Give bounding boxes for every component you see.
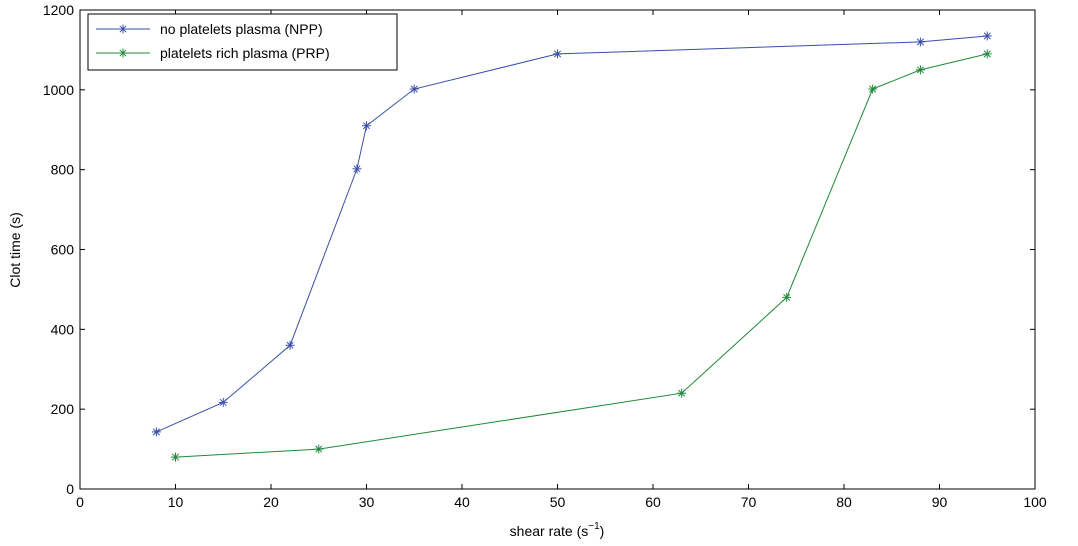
legend-label-0: no platelets plasma (NPP) [160, 21, 323, 37]
series-1-point [868, 84, 878, 94]
series-0-point [409, 84, 419, 94]
x-tick-label: 90 [932, 494, 948, 510]
series-1-point [782, 292, 792, 302]
series-1-point [677, 388, 687, 398]
series-0-point [352, 164, 362, 174]
series-1-point [915, 65, 925, 75]
series-layer [151, 31, 992, 462]
y-tick-label: 1000 [43, 82, 74, 98]
legend-label-1: platelets rich plasma (PRP) [160, 45, 330, 61]
x-tick-label: 10 [168, 494, 184, 510]
x-axis-label: shear rate (s−1) [510, 521, 605, 539]
legend-marker-1 [118, 48, 128, 58]
x-tick-label: 80 [836, 494, 852, 510]
plot-area [79, 9, 1036, 490]
series-0-point [362, 121, 371, 131]
y-tick-label: 200 [51, 401, 75, 417]
x-axis-ticks: 0 10 20 30 40 50 60 70 80 90 100 [76, 10, 1047, 510]
x-tick-label: 50 [550, 494, 566, 510]
y-axis-label: Clot time (s) [7, 212, 23, 287]
series-0-point [915, 37, 925, 47]
legend-box [87, 13, 398, 71]
legend: no platelets plasma (NPP) platelets rich … [87, 13, 398, 71]
series-0-point [218, 397, 228, 407]
x-tick-label: 40 [454, 494, 470, 510]
y-tick-label: 400 [51, 321, 75, 337]
series-1-point [314, 444, 324, 454]
x-tick-label: 20 [263, 494, 279, 510]
series-0-point [151, 427, 161, 437]
series-1-point [171, 452, 180, 462]
x-tick-label: 0 [76, 494, 84, 510]
x-tick-label: 100 [1023, 494, 1047, 510]
series-0-point [553, 49, 562, 59]
plot-frame [79, 9, 1036, 490]
x-tick-label: 60 [645, 494, 661, 510]
x-tick-label: 70 [741, 494, 757, 510]
x-tick-label: 30 [359, 494, 375, 510]
legend-marker-0 [118, 24, 128, 34]
y-tick-label: 800 [51, 162, 75, 178]
y-axis-ticks: 0 200 400 600 800 1000 1200 [43, 2, 1035, 497]
y-tick-label: 0 [66, 481, 74, 497]
series-1-point [982, 49, 992, 59]
series-0-point [982, 31, 992, 41]
y-tick-label: 1200 [43, 2, 74, 18]
y-tick-label: 600 [51, 242, 75, 258]
series-0-point [285, 340, 295, 350]
